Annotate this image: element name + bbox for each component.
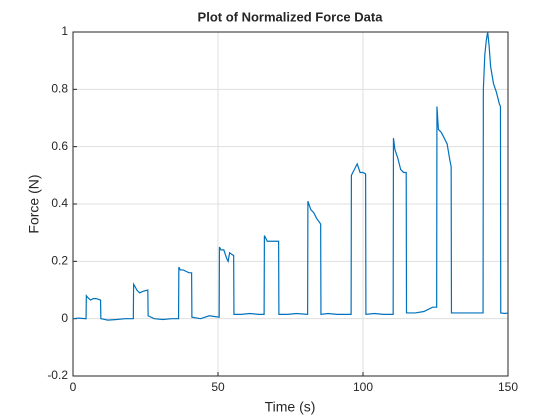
x-tick-label: 100: [353, 380, 373, 394]
y-tick-label: 0.2: [51, 254, 68, 268]
x-axis-label: Time (s): [265, 399, 316, 415]
y-tick-label: -0.2: [47, 368, 68, 382]
y-tick-label: 0.6: [51, 139, 68, 153]
x-tick-label: 150: [498, 380, 518, 394]
x-tick-label: 0: [70, 380, 77, 394]
y-tick-label: 0.4: [51, 196, 68, 210]
data-line: [72, 31, 509, 321]
y-axis-label: Force (N): [26, 174, 42, 233]
y-tick-label: 0: [61, 311, 68, 325]
y-tick-label: 0.8: [51, 82, 68, 96]
x-tick-label: 50: [211, 380, 225, 394]
y-tick-label: 1: [61, 24, 68, 38]
chart-title: Plot of Normalized Force Data: [198, 9, 384, 24]
plot-frame: [72, 31, 509, 377]
